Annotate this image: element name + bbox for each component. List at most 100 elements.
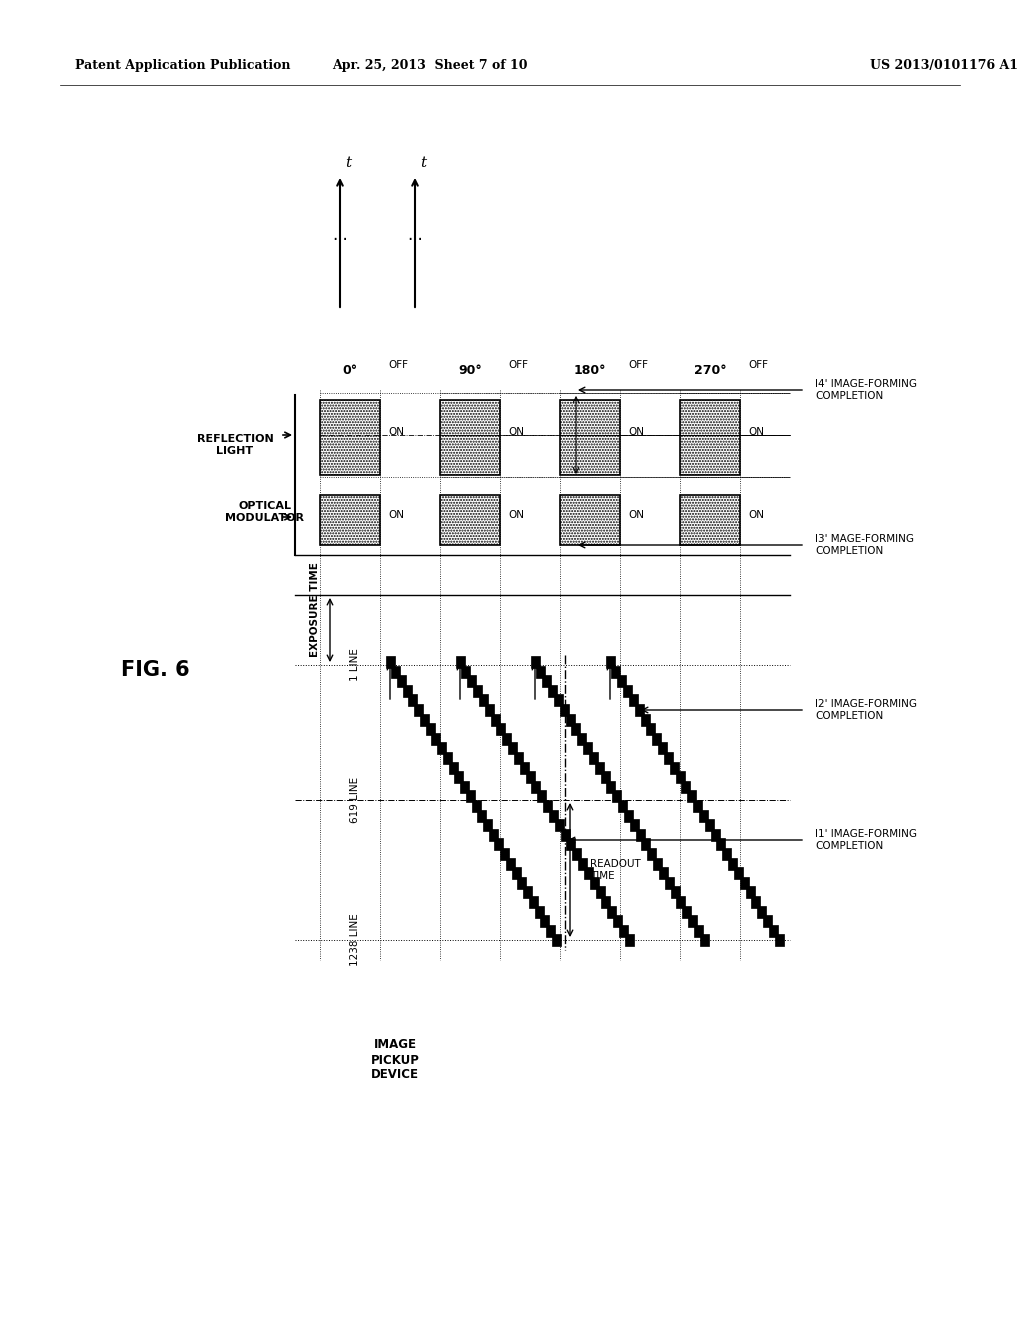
Bar [612, 791, 622, 803]
Bar [769, 925, 778, 937]
Bar [397, 676, 406, 688]
Bar [641, 838, 650, 850]
Bar [635, 704, 644, 715]
Bar [775, 935, 783, 946]
Bar [514, 752, 523, 764]
Bar [546, 925, 555, 937]
Bar [739, 876, 749, 888]
Bar [618, 800, 627, 812]
Bar [745, 887, 755, 899]
Bar [483, 820, 492, 832]
Bar [589, 752, 598, 764]
Bar [752, 896, 761, 908]
Bar [391, 665, 400, 677]
Bar [572, 847, 582, 861]
Bar [600, 771, 609, 783]
Bar [512, 867, 520, 879]
Bar [611, 665, 621, 677]
Bar [543, 800, 552, 812]
Bar [466, 791, 475, 803]
Bar [440, 400, 500, 475]
Text: I1' IMAGE-FORMING
COMPLETION: I1' IMAGE-FORMING COMPLETION [815, 829, 918, 851]
Bar [636, 829, 644, 841]
Bar [471, 800, 480, 812]
Text: ...: ... [408, 226, 423, 244]
Bar [682, 906, 691, 917]
Text: OFF: OFF [388, 360, 408, 370]
Bar [502, 733, 511, 744]
Bar [617, 676, 626, 688]
Bar [560, 829, 569, 841]
Bar [542, 676, 551, 688]
Bar [479, 694, 487, 706]
Bar [402, 685, 412, 697]
Bar [665, 876, 674, 888]
Bar [525, 771, 535, 783]
Bar [566, 838, 575, 850]
Bar [664, 752, 673, 764]
Bar [442, 752, 452, 764]
Bar [385, 656, 394, 668]
Bar [555, 820, 563, 832]
Text: FIG. 6: FIG. 6 [121, 660, 189, 680]
Bar [456, 656, 465, 668]
Text: ON: ON [628, 426, 644, 437]
Bar [681, 781, 690, 793]
Text: 0°: 0° [342, 363, 357, 376]
Bar [630, 820, 639, 832]
Text: I2' IMAGE-FORMING
COMPLETION: I2' IMAGE-FORMING COMPLETION [815, 700, 918, 721]
Bar [484, 704, 494, 715]
Bar [728, 858, 737, 870]
Bar [552, 935, 561, 946]
Bar [565, 714, 574, 726]
Bar [658, 742, 667, 755]
Bar [538, 791, 546, 803]
Bar [548, 685, 557, 697]
Bar [554, 694, 563, 706]
Bar [646, 723, 655, 735]
Bar [473, 685, 482, 697]
Bar [523, 887, 532, 899]
Text: I4' IMAGE-FORMING
COMPLETION: I4' IMAGE-FORMING COMPLETION [815, 379, 918, 401]
Text: IMAGE
PICKUP
DEVICE: IMAGE PICKUP DEVICE [371, 1039, 420, 1081]
Bar [467, 676, 476, 688]
Bar [578, 733, 586, 744]
Bar [490, 714, 500, 726]
Text: 1238 LINE: 1238 LINE [350, 913, 360, 966]
Text: 90°: 90° [458, 363, 482, 376]
Bar [694, 925, 702, 937]
Bar [571, 723, 581, 735]
Bar [590, 876, 599, 888]
Bar [640, 714, 649, 726]
Bar [629, 694, 638, 706]
Bar [409, 694, 418, 706]
Bar [560, 400, 620, 475]
Bar [717, 838, 725, 850]
Bar [699, 935, 709, 946]
Bar [488, 829, 498, 841]
Bar [508, 742, 517, 755]
Bar [676, 896, 685, 908]
Bar [652, 733, 662, 744]
Bar [687, 791, 696, 803]
Bar [596, 887, 604, 899]
Bar [698, 809, 708, 821]
Bar [658, 867, 668, 879]
Text: ON: ON [748, 510, 764, 520]
Bar [431, 733, 440, 744]
Bar [455, 771, 463, 783]
Text: Patent Application Publication: Patent Application Publication [75, 58, 291, 71]
Bar [549, 809, 558, 821]
Bar [584, 867, 593, 879]
Bar [560, 704, 568, 715]
Bar [519, 762, 528, 774]
Text: READOUT
TIME: READOUT TIME [590, 859, 641, 880]
Text: t: t [345, 156, 351, 170]
Bar [595, 762, 604, 774]
Bar [722, 847, 731, 861]
Text: ON: ON [628, 510, 644, 520]
Bar [757, 906, 766, 917]
Bar [528, 896, 538, 908]
Bar [426, 723, 434, 735]
Bar [693, 800, 702, 812]
